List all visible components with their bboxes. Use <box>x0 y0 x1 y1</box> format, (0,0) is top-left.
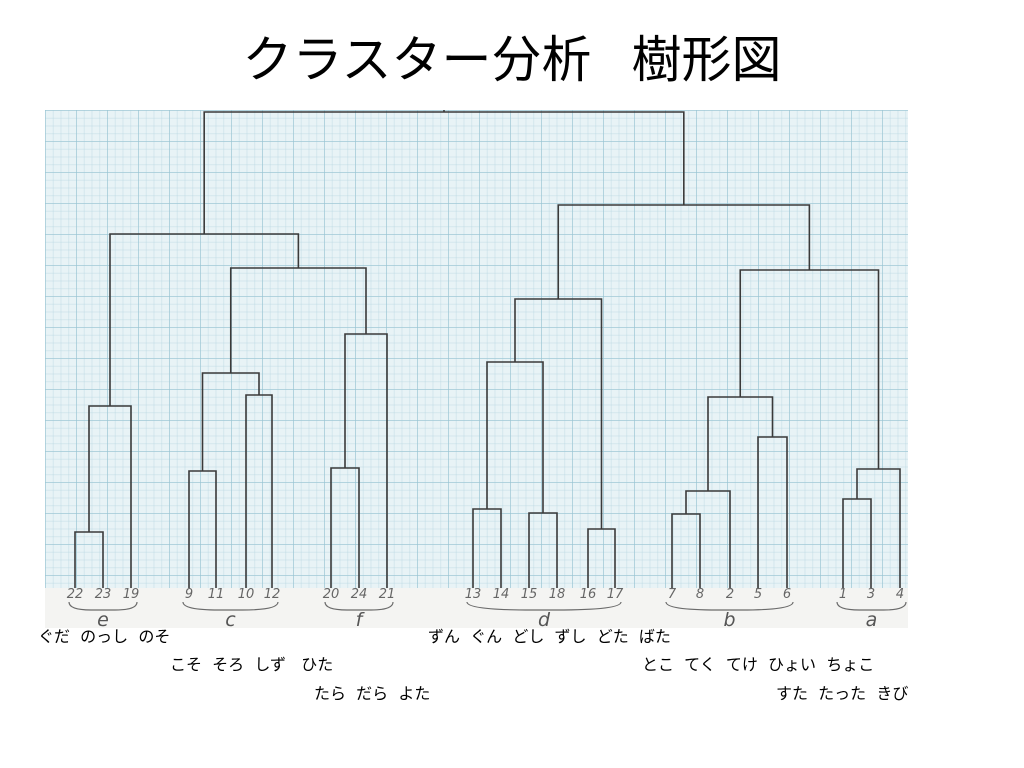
dendrogram-link-m11 <box>528 512 558 588</box>
names-left-row2: こそ そろ しず ひた <box>170 655 334 674</box>
leaf-label: 23 <box>95 587 112 602</box>
dendrogram-link-m15 <box>671 513 701 588</box>
leaf-label: 9 <box>185 587 193 602</box>
group-letter-c: c <box>225 609 236 631</box>
dendrogram-link-m16 <box>685 490 731 588</box>
leaf-label: 5 <box>754 587 762 602</box>
leaf-label: 24 <box>351 587 368 602</box>
names-right-row3: すた たった きび <box>776 684 909 703</box>
group-letter-a: a <box>866 609 878 631</box>
group-letter-f: f <box>356 609 366 631</box>
dendrogram-link-m22 <box>557 204 811 299</box>
group-brace-c <box>182 601 279 611</box>
leaf-label: 1 <box>839 587 847 602</box>
group-brace-a <box>836 601 907 611</box>
paper-label-strip <box>45 588 908 628</box>
leaf-label: 4 <box>896 587 904 602</box>
dendrogram-link-m10 <box>472 508 502 588</box>
leaf-label: 22 <box>67 587 84 602</box>
names-left-row1: ぐだ のっし のそ <box>38 627 171 646</box>
dendrogram-link-m7 <box>344 333 388 588</box>
leaf-label: 17 <box>607 587 624 602</box>
group-letter-b: b <box>723 609 735 631</box>
leaf-label: 13 <box>465 587 482 602</box>
group-brace-f <box>324 601 394 611</box>
dendrogram-link-m5 <box>201 372 260 471</box>
dendrogram-link-root <box>203 111 685 234</box>
leaf-label: 12 <box>264 587 281 602</box>
leaf-label: 14 <box>493 587 510 602</box>
names-left-row3: たら だら よた <box>314 684 431 703</box>
group-brace-b <box>665 601 794 611</box>
leaf-label: 3 <box>867 587 875 602</box>
title-main: クラスター分析 <box>242 31 592 89</box>
leaf-label: 19 <box>123 587 140 602</box>
leaf-label: 18 <box>549 587 566 602</box>
leaf-label: 8 <box>696 587 704 602</box>
dendrogram-link-m17 <box>757 436 788 588</box>
dendrogram-link-m13 <box>587 528 616 588</box>
dendrogram-link-m6 <box>330 467 360 588</box>
title-sub: 樹形図 <box>631 31 782 89</box>
dendrogram-link-m9 <box>109 233 300 406</box>
group-letter-d: d <box>538 609 551 631</box>
dendrogram-link-m3 <box>188 470 217 588</box>
leaf-label: 15 <box>521 587 538 602</box>
dendrogram-link-m4 <box>245 394 273 588</box>
group-letter-e: e <box>97 609 109 631</box>
dendrogram-link-m1 <box>74 531 104 588</box>
leaf-label: 20 <box>323 587 340 602</box>
leaf-label: 7 <box>668 587 677 602</box>
dendrogram-link-m18 <box>707 396 774 491</box>
dendrogram-link-m21 <box>739 269 880 469</box>
dendrogram-link-m19 <box>842 498 872 588</box>
dendrogram-link-m2 <box>88 405 132 588</box>
dendrogram-link-m20 <box>856 468 901 588</box>
leaf-label: 11 <box>208 587 225 602</box>
leaf-label: 21 <box>379 587 396 602</box>
leaf-label: 2 <box>726 587 734 602</box>
group-brace-d <box>466 601 622 611</box>
names-right-row1: ずん ぐん どし ずし どた ばた <box>428 627 671 646</box>
page-title: クラスター分析 樹形図 <box>0 22 1024 98</box>
leaf-label: 16 <box>580 587 597 602</box>
group-brace-e <box>68 601 138 611</box>
names-right-row2: とこ てく てけ ひょい ちょこ <box>642 655 875 674</box>
leaf-label: 6 <box>783 587 791 602</box>
dendrogram-link-m12 <box>486 361 544 513</box>
dendrogram-link-m14 <box>514 298 603 529</box>
leaf-label: 10 <box>238 587 255 602</box>
